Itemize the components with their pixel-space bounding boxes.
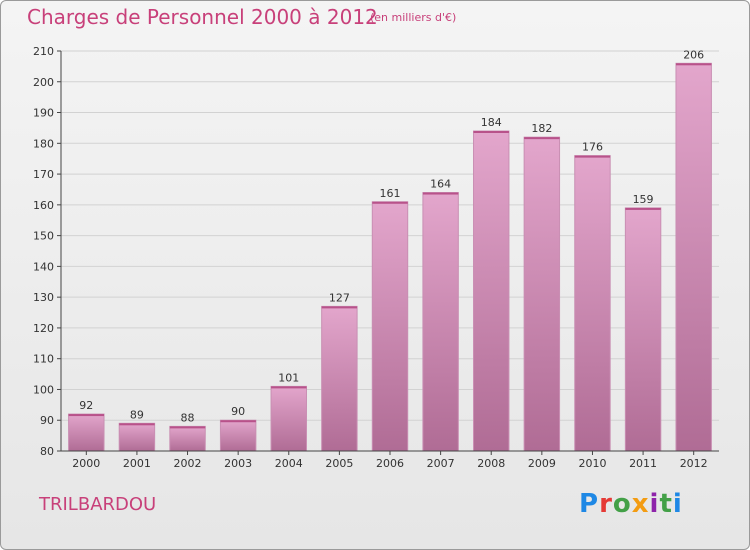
data-label: 90	[231, 405, 245, 418]
data-label: 89	[130, 408, 144, 421]
y-tick-label: 210	[33, 45, 54, 58]
data-label: 161	[380, 187, 401, 200]
bar-top-edge	[625, 207, 661, 210]
y-tick-label: 130	[33, 291, 54, 304]
x-tick-label: 2006	[376, 457, 404, 470]
y-tick-label: 90	[40, 414, 54, 427]
y-tick-label: 200	[33, 76, 54, 89]
data-label: 101	[278, 371, 299, 384]
y-tick-label: 180	[33, 137, 54, 150]
y-tick-label: 170	[33, 168, 54, 181]
bar	[473, 130, 510, 452]
x-tick-label: 2009	[528, 457, 556, 470]
data-label: 184	[481, 116, 502, 129]
data-label: 164	[430, 178, 451, 191]
bar	[624, 207, 662, 452]
x-tick-label: 2011	[629, 457, 657, 470]
commune-name: TRILBARDOU	[39, 494, 157, 515]
proxiti-logo: Proxiti	[579, 489, 683, 519]
chart-title: Charges de Personnel 2000 à 2012	[27, 5, 378, 29]
bar-top-edge	[574, 155, 611, 158]
y-tick-label: 80	[40, 445, 54, 458]
bar-top-edge	[372, 201, 408, 204]
y-tick-label: 140	[33, 260, 54, 273]
bar	[321, 305, 358, 452]
y-tick-label: 160	[33, 199, 54, 212]
y-tick-label: 110	[33, 353, 54, 366]
data-label: 159	[633, 193, 654, 206]
bar-top-edge	[524, 137, 560, 140]
bar	[169, 425, 206, 452]
x-tick-label: 2007	[427, 457, 455, 470]
bar-top-edge	[321, 306, 358, 309]
x-tick-label: 2002	[174, 457, 202, 470]
bar-top-edge	[271, 386, 307, 389]
x-tick-label: 2004	[275, 457, 303, 470]
y-tick-label: 120	[33, 322, 54, 335]
bar	[523, 136, 561, 452]
bar-top-edge	[675, 63, 712, 66]
bar-top-edge	[119, 423, 155, 426]
bar-top-edge	[68, 414, 105, 417]
bar	[68, 413, 105, 452]
y-tick-label: 190	[33, 107, 54, 120]
data-label: 92	[79, 399, 93, 412]
chart-subtitle: (en milliers d'€)	[370, 11, 457, 24]
data-label: 176	[582, 141, 603, 154]
bar-top-edge	[220, 420, 256, 423]
bar	[422, 192, 459, 452]
x-tick-label: 2003	[224, 457, 252, 470]
x-tick-label: 2000	[72, 457, 100, 470]
x-tick-label: 2008	[477, 457, 505, 470]
y-tick-label: 150	[33, 230, 54, 243]
bar	[574, 155, 611, 452]
y-tick-label: 100	[33, 383, 54, 396]
bar-top-edge	[169, 426, 206, 429]
x-tick-label: 2010	[578, 457, 606, 470]
bar	[675, 62, 712, 452]
bar	[270, 385, 307, 452]
bar-top-edge	[473, 131, 509, 133]
x-tick-label: 2012	[680, 457, 708, 470]
data-label: 182	[531, 122, 552, 135]
data-label: 88	[181, 411, 195, 424]
x-tick-label: 2005	[325, 457, 353, 470]
x-tick-label: 2001	[123, 457, 151, 470]
bar	[219, 419, 257, 452]
bar-top-edge	[422, 192, 459, 195]
data-label: 206	[683, 48, 704, 61]
data-label: 127	[329, 291, 350, 304]
bar	[118, 422, 156, 452]
bar	[371, 201, 409, 452]
